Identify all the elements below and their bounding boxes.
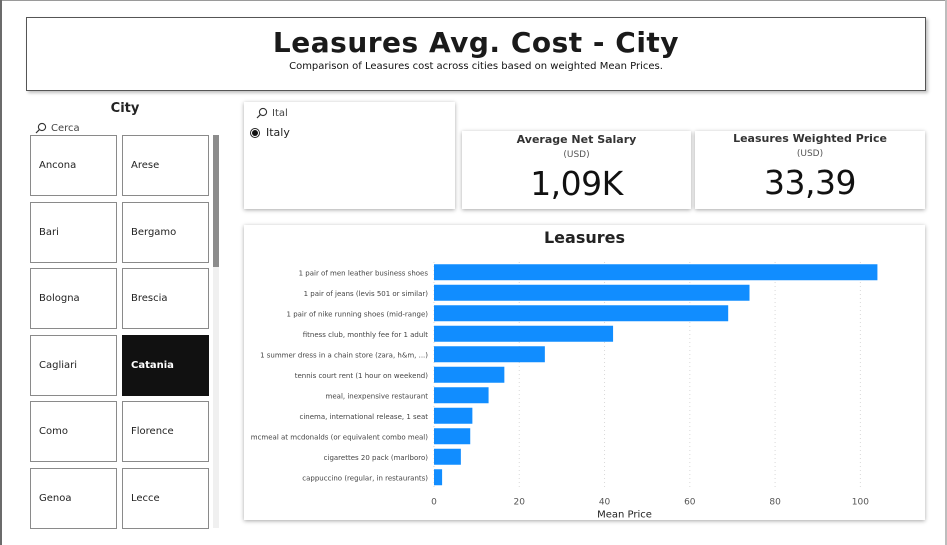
city-tile-label: Bergamo	[131, 227, 177, 238]
country-slicer	[244, 102, 455, 209]
city-tile-label: Como	[39, 426, 68, 437]
chart-title: Leasures	[543, 228, 626, 247]
city-scrollbar-thumb[interactable]	[213, 135, 219, 267]
bar	[434, 366, 505, 383]
x-tick-label: 60	[684, 498, 696, 508]
bar	[434, 305, 729, 322]
city-tile-label: Cagliari	[39, 360, 78, 371]
x-tick-label: 20	[514, 498, 526, 508]
kpi-unit: (USD)	[563, 150, 590, 160]
page-title: Leasures Avg. Cost - City	[272, 26, 680, 59]
bar	[434, 469, 443, 486]
country-search[interactable]: Ital	[256, 107, 288, 119]
city-tile[interactable]: Catania	[122, 335, 209, 396]
city-scrollbar-track[interactable]	[213, 135, 219, 528]
city-slicer-title: City	[110, 101, 140, 116]
kpi-average-net-salary: Average Net Salary (USD) 1,09K	[462, 131, 691, 209]
x-tick-label: 80	[769, 498, 781, 508]
category-label: cinema, international release, 1 seat	[299, 413, 428, 421]
bar	[434, 448, 461, 465]
window-left-border	[0, 0, 2, 545]
category-label: fitness club, monthly fee for 1 adult	[303, 331, 429, 339]
x-tick-label: 100	[852, 498, 869, 508]
category-label: meal, inexpensive restaurant	[326, 392, 429, 400]
x-axis-title: Mean Price	[597, 510, 652, 521]
city-search-input[interactable]: Cerca	[51, 122, 80, 134]
category-label: 1 pair of men leather business shoes	[299, 269, 429, 277]
search-icon	[256, 107, 268, 119]
city-tile[interactable]: Genoa	[30, 468, 117, 529]
city-tile[interactable]: Ancona	[30, 135, 117, 196]
city-tile-label: Florence	[131, 426, 174, 437]
kpi-label: Leasures Weighted Price	[733, 132, 887, 145]
search-icon	[35, 122, 47, 134]
kpi-leasures-weighted-price: Leasures Weighted Price (USD) 33,39	[695, 131, 925, 209]
category-label: mcmeal at mcdonalds (or equivalent combo…	[251, 433, 428, 441]
city-tile-label: Bologna	[39, 293, 80, 304]
city-tile-label: Catania	[131, 360, 174, 371]
category-label: cigarettes 20 pack (marlboro)	[324, 454, 429, 462]
kpi-unit: (USD)	[796, 149, 824, 159]
city-tile[interactable]: Florence	[122, 401, 209, 462]
city-tile-label: Bari	[39, 227, 59, 238]
report-header: Leasures Avg. Cost - City Comparison of …	[26, 17, 926, 91]
radio-selected-icon[interactable]	[250, 127, 260, 138]
bar	[434, 325, 614, 342]
bar	[434, 428, 471, 445]
city-tile[interactable]: Brescia	[122, 268, 209, 329]
city-tile[interactable]: Cagliari	[30, 335, 117, 396]
kpi-value: 1,09K	[530, 164, 623, 203]
bar	[434, 346, 545, 363]
city-tile-label: Arese	[131, 160, 160, 171]
x-tick-label: 0	[431, 498, 437, 508]
city-tile[interactable]: Lecce	[122, 468, 209, 529]
city-tile-label: Ancona	[39, 160, 77, 171]
window-right-border	[945, 0, 947, 545]
category-label: 1 summer dress in a chain store (zara, h…	[260, 351, 428, 359]
category-label: 1 pair of nike running shoes (mid-range)	[287, 310, 429, 318]
kpi-value: 33,39	[764, 163, 856, 202]
leasures-bar-chart: 0 20 40 60 80 100 1 pair of men leather busine…	[251, 262, 878, 521]
city-tile[interactable]: Como	[30, 401, 117, 462]
country-search-input[interactable]: Ital	[272, 107, 288, 119]
city-tile-label: Lecce	[131, 493, 160, 504]
city-tile[interactable]: Arese	[122, 135, 209, 196]
bar	[434, 407, 473, 424]
bar	[434, 284, 750, 301]
city-tile[interactable]: Bologna	[30, 268, 117, 329]
category-label: tennis court rent (1 hour on weekend)	[295, 372, 429, 380]
city-tile-label: Brescia	[131, 293, 168, 304]
category-label: cappuccino (regular, in restaurants)	[302, 474, 428, 482]
city-search[interactable]: Cerca	[35, 121, 80, 135]
bar	[434, 387, 489, 404]
bar	[434, 264, 878, 281]
kpi-label: Average Net Salary	[516, 133, 637, 146]
city-tile[interactable]: Bari	[30, 202, 117, 263]
country-option-italy[interactable]: Italy	[250, 126, 290, 139]
category-label: 1 pair of jeans (levis 501 or similar)	[304, 290, 429, 298]
x-tick-label: 40	[599, 498, 611, 508]
window-top-border	[0, 0, 947, 1]
page-subtitle: Comparison of Leasures cost across citie…	[289, 61, 663, 72]
country-option-label: Italy	[266, 126, 290, 139]
city-tile[interactable]: Bergamo	[122, 202, 209, 263]
city-tile-label: Genoa	[39, 493, 72, 504]
